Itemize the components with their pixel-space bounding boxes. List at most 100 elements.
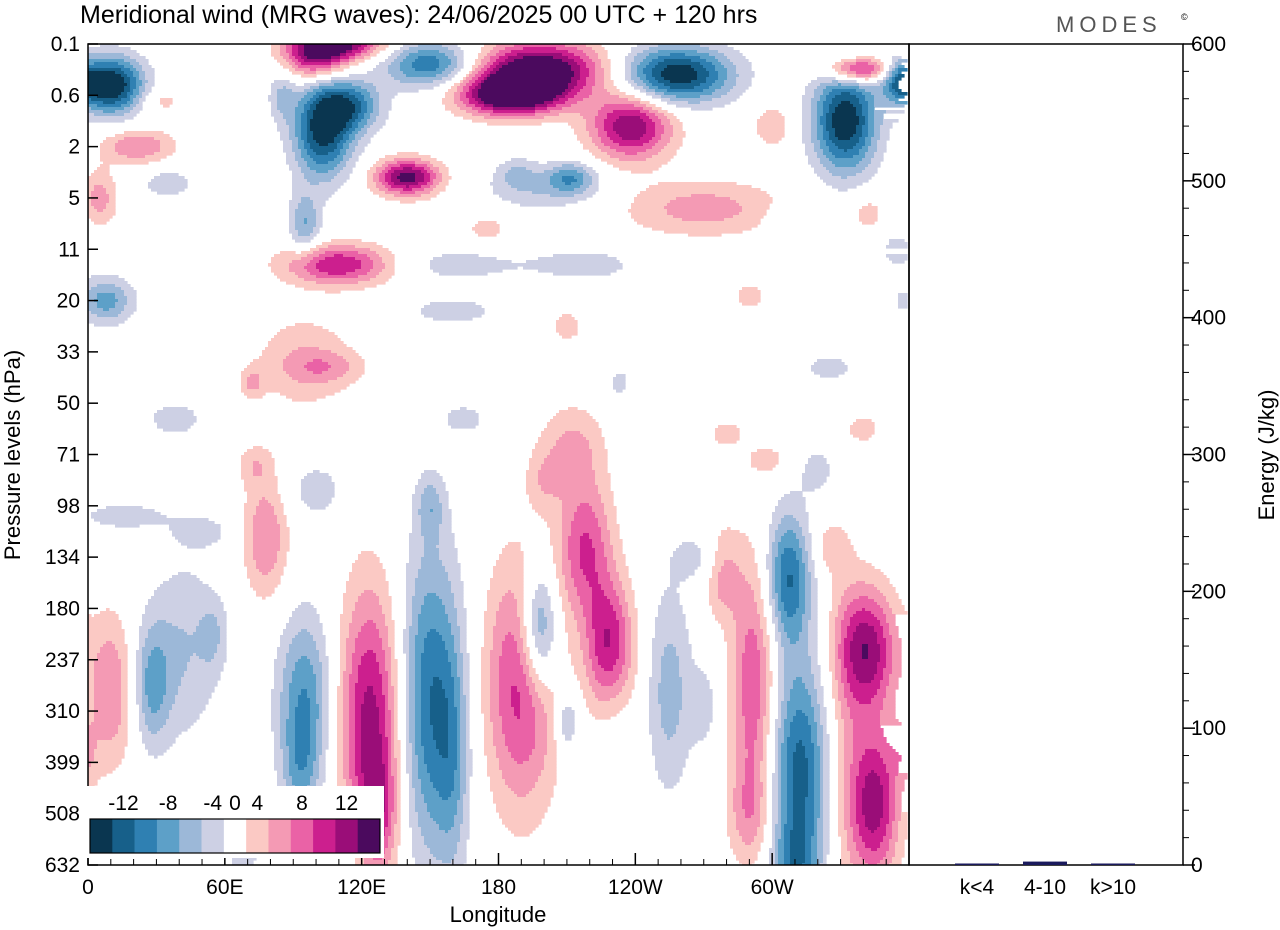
heatmap-cell — [307, 362, 329, 366]
heatmap-cell — [709, 587, 719, 591]
heatmap-cell — [340, 647, 347, 651]
heatmap-cell — [607, 518, 617, 522]
heatmap-cell — [526, 479, 539, 483]
heatmap-cell — [577, 509, 593, 513]
heatmap-cell — [415, 191, 431, 195]
heatmap-cell — [286, 326, 323, 330]
heatmap-cell — [874, 104, 905, 108]
heatmap-cell — [841, 59, 857, 63]
heatmap-cell — [622, 608, 629, 612]
heatmap-cell — [358, 665, 380, 669]
heatmap-cell — [487, 68, 494, 72]
heatmap-cell — [760, 671, 767, 675]
heatmap-cell — [835, 632, 842, 636]
heatmap-cell — [358, 281, 386, 285]
heatmap-cell — [481, 74, 488, 78]
heatmap-cell — [580, 68, 590, 72]
heatmap-cell — [637, 71, 644, 75]
heatmap-cell — [847, 635, 854, 639]
heatmap-cell — [154, 590, 215, 594]
heatmap-cell — [802, 119, 812, 123]
heatmap-cell — [448, 656, 458, 660]
heatmap-cell — [241, 473, 254, 477]
heatmap-cell — [811, 164, 824, 168]
heatmap-cell — [718, 539, 749, 543]
heatmap-cell — [760, 665, 767, 669]
heatmap-cell — [736, 656, 743, 660]
heatmap-cell — [409, 671, 416, 675]
heatmap-cell — [349, 365, 365, 369]
heatmap-cell — [343, 167, 353, 171]
heatmap-cell — [781, 632, 788, 636]
heatmap-cell — [568, 632, 581, 636]
heatmap-cell — [772, 521, 782, 525]
heatmap-cell — [304, 158, 314, 162]
heatmap-cell — [538, 650, 548, 654]
heatmap-cell — [826, 530, 845, 534]
heatmap-cell — [241, 389, 341, 393]
heatmap-cell — [835, 107, 857, 111]
heatmap-cell — [490, 662, 500, 666]
heatmap-cell — [820, 374, 839, 378]
heatmap-cell — [535, 644, 551, 648]
heatmap-cell — [442, 71, 452, 75]
heatmap-cell — [400, 200, 416, 204]
heatmap-cell — [823, 536, 848, 540]
heatmap-cell — [157, 710, 170, 714]
heatmap-cell — [766, 650, 770, 654]
heatmap-cell — [505, 161, 539, 165]
heatmap-cell — [88, 179, 113, 183]
heatmap-cell — [283, 116, 296, 120]
heatmap-cell — [571, 125, 587, 129]
heatmap-cell — [691, 194, 716, 198]
heatmap-cell — [592, 662, 599, 666]
heatmap-cell — [610, 146, 653, 150]
heatmap-cell — [133, 107, 143, 111]
heatmap-cell — [823, 104, 830, 108]
heatmap-cell — [580, 56, 590, 60]
heatmap-cell — [481, 656, 491, 660]
heatmap-cell — [670, 200, 737, 204]
heatmap-cell — [652, 227, 752, 231]
heatmap-cell — [430, 302, 476, 306]
heatmap-cell — [334, 137, 344, 141]
heatmap-cell — [853, 434, 872, 438]
heatmap-cell — [484, 617, 497, 621]
heatmap-cell — [793, 578, 800, 582]
heatmap-cell — [166, 656, 191, 660]
heatmap-cell — [661, 671, 680, 675]
heatmap-cell — [319, 659, 329, 663]
heatmap-cell — [352, 617, 386, 621]
heatmap-cell — [838, 653, 845, 657]
heatmap-cell — [418, 614, 449, 618]
heatmap-cell — [136, 659, 143, 663]
heatmap-cell — [139, 635, 149, 639]
heatmap-cell — [241, 383, 248, 387]
heatmap-cell — [412, 527, 422, 531]
heatmap-cell — [499, 686, 512, 690]
heatmap-cell — [343, 686, 350, 690]
heatmap-cell — [580, 560, 596, 564]
heatmap-cell — [385, 659, 392, 663]
heatmap-cell — [313, 227, 320, 231]
heatmap-cell — [463, 86, 470, 90]
heatmap-cell — [388, 683, 392, 687]
heatmap-cell — [850, 656, 863, 660]
heatmap-cell — [769, 536, 776, 540]
heatmap-cell — [613, 605, 623, 609]
heatmap-cell — [205, 614, 215, 618]
heatmap-cell — [88, 689, 95, 693]
heatmap-cell — [121, 677, 128, 681]
heatmap-cell — [346, 581, 389, 585]
heatmap-cell — [121, 68, 131, 72]
heatmap-cell — [358, 113, 365, 117]
heatmap-cell — [574, 617, 587, 621]
heatmap-cell — [508, 590, 512, 594]
heatmap-cell — [592, 458, 608, 462]
heatmap-cell — [535, 509, 563, 513]
heatmap-cell — [646, 125, 656, 129]
heatmap-cell — [811, 128, 818, 132]
heatmap-cell — [736, 626, 761, 630]
heatmap-cell — [613, 110, 641, 114]
heatmap-cell — [97, 653, 119, 657]
